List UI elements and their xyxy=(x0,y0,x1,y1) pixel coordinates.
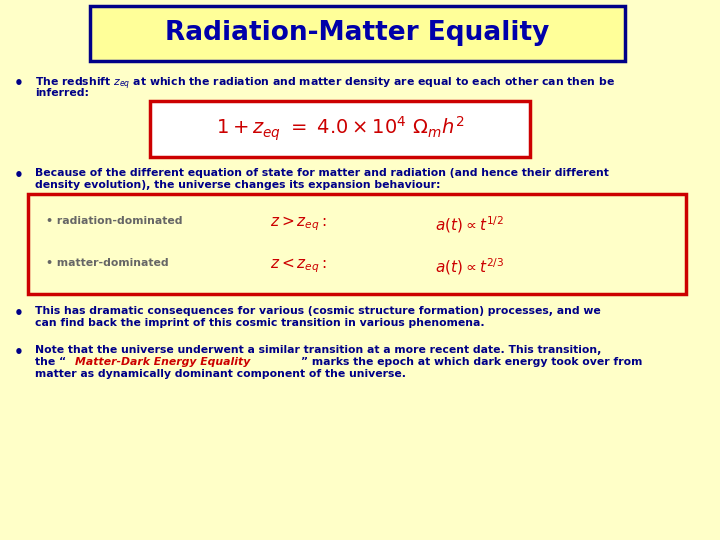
Text: The redshift $z_{eq}$ at which the radiation and matter density are equal to eac: The redshift $z_{eq}$ at which the radia… xyxy=(35,76,615,92)
Text: $a(t) \propto t^{1/2}$: $a(t) \propto t^{1/2}$ xyxy=(435,214,504,235)
Text: • radiation-dominated: • radiation-dominated xyxy=(46,216,182,226)
FancyBboxPatch shape xyxy=(28,194,686,294)
Text: inferred:: inferred: xyxy=(35,88,89,98)
Text: matter as dynamically dominant component of the universe.: matter as dynamically dominant component… xyxy=(35,369,406,379)
Text: Note that the universe underwent a similar transition at a more recent date. Thi: Note that the universe underwent a simil… xyxy=(35,345,601,355)
Text: •: • xyxy=(14,76,24,91)
Text: Matter-Dark Energy Equality: Matter-Dark Energy Equality xyxy=(75,357,251,367)
Text: density evolution), the universe changes its expansion behaviour:: density evolution), the universe changes… xyxy=(35,180,441,190)
Text: can find back the imprint of this cosmic transition in various phenomena.: can find back the imprint of this cosmic… xyxy=(35,318,485,328)
Text: $1 + z_{eq}\ =\ 4.0 \times 10^4\ \Omega_m h^2$: $1 + z_{eq}\ =\ 4.0 \times 10^4\ \Omega_… xyxy=(216,115,464,143)
Text: •: • xyxy=(14,168,24,183)
Text: ” marks the epoch at which dark energy took over from: ” marks the epoch at which dark energy t… xyxy=(302,357,643,367)
Text: Because of the different equation of state for matter and radiation (and hence t: Because of the different equation of sta… xyxy=(35,168,609,178)
Text: $a(t) \propto t^{2/3}$: $a(t) \propto t^{2/3}$ xyxy=(435,256,505,276)
Text: the “: the “ xyxy=(35,357,66,367)
Text: $z < z_{eq}:$: $z < z_{eq}:$ xyxy=(270,256,327,275)
FancyBboxPatch shape xyxy=(90,6,625,61)
Text: •: • xyxy=(14,306,24,321)
Text: This has dramatic consequences for various (cosmic structure formation) processe: This has dramatic consequences for vario… xyxy=(35,306,600,316)
Text: • matter-dominated: • matter-dominated xyxy=(46,258,168,268)
Text: Radiation-Matter Equality: Radiation-Matter Equality xyxy=(165,20,549,46)
Text: $z > z_{eq}:$: $z > z_{eq}:$ xyxy=(270,214,327,233)
Text: •: • xyxy=(14,345,24,360)
FancyBboxPatch shape xyxy=(150,101,530,157)
